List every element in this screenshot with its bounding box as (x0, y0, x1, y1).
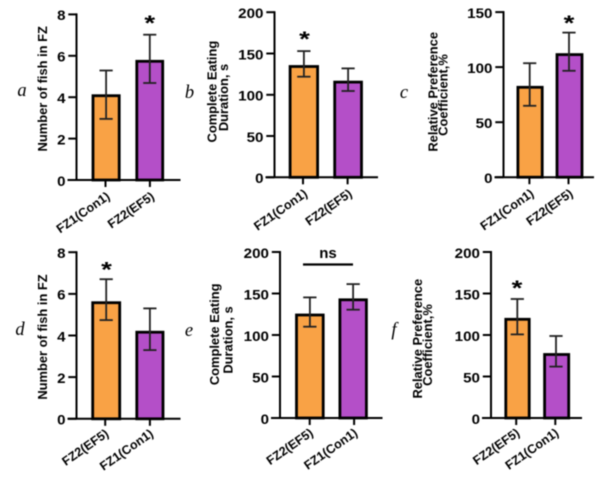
svg-text:200: 200 (238, 5, 264, 21)
svg-text:Number of fish in FZ: Number of fish in FZ (35, 274, 50, 399)
svg-text:0: 0 (57, 412, 66, 428)
svg-text:100: 100 (244, 328, 270, 344)
svg-text:4: 4 (57, 328, 66, 344)
svg-text:Duration, s: Duration, s (216, 64, 231, 131)
svg-text:Number of fish in FZ: Number of fish in FZ (35, 26, 50, 151)
svg-text:0: 0 (472, 411, 481, 427)
svg-text:0: 0 (255, 170, 264, 186)
svg-text:Relative Preference: Relative Preference (425, 32, 440, 152)
svg-text:50: 50 (476, 115, 493, 131)
svg-text:*: * (101, 258, 112, 281)
svg-text:50: 50 (463, 369, 480, 385)
svg-text:0: 0 (261, 411, 270, 427)
svg-text:b: b (185, 83, 194, 103)
svg-text:150: 150 (467, 5, 493, 21)
svg-text:4: 4 (57, 90, 66, 106)
svg-text:2: 2 (57, 131, 66, 147)
svg-text:*: * (564, 12, 575, 35)
svg-text:d: d (15, 320, 25, 340)
svg-text:8: 8 (57, 245, 66, 261)
svg-text:c: c (400, 83, 409, 103)
svg-text:ns: ns (319, 245, 337, 262)
svg-text:6: 6 (57, 287, 66, 303)
svg-text:6: 6 (57, 49, 66, 65)
svg-text:150: 150 (244, 286, 270, 302)
svg-text:Coefficient,%: Coefficient,% (435, 54, 450, 136)
svg-text:8: 8 (57, 7, 66, 23)
svg-text:100: 100 (467, 60, 493, 76)
svg-text:Duration, s: Duration, s (221, 306, 236, 373)
svg-text:200: 200 (455, 245, 481, 261)
svg-text:150: 150 (455, 286, 481, 302)
svg-text:*: * (512, 277, 523, 300)
svg-text:200: 200 (244, 245, 270, 261)
svg-text:e: e (185, 321, 193, 341)
svg-text:0: 0 (484, 170, 493, 186)
svg-text:Coefficient,%: Coefficient,% (420, 304, 435, 386)
svg-text:100: 100 (238, 88, 264, 104)
svg-text:Complete Eating: Complete Eating (204, 41, 219, 143)
svg-text:Complete Eating: Complete Eating (207, 283, 222, 385)
svg-text:a: a (17, 81, 26, 101)
svg-text:100: 100 (455, 328, 481, 344)
svg-text:*: * (144, 12, 155, 35)
svg-text:50: 50 (247, 129, 264, 145)
svg-text:150: 150 (238, 46, 264, 62)
svg-text:2: 2 (57, 370, 66, 386)
svg-text:50: 50 (252, 369, 269, 385)
svg-text:Relative Preference: Relative Preference (410, 279, 425, 399)
svg-text:*: * (299, 28, 310, 51)
svg-text:0: 0 (57, 173, 66, 189)
svg-text:f: f (391, 320, 399, 340)
